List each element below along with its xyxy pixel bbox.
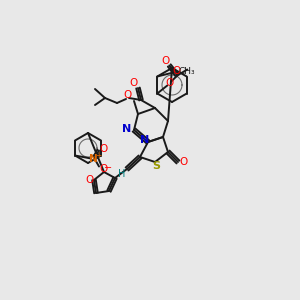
Text: CH₃: CH₃ [179, 67, 196, 76]
Text: O: O [161, 56, 170, 65]
Text: N: N [122, 124, 132, 134]
Text: O: O [85, 175, 93, 185]
Text: N: N [140, 135, 150, 145]
Text: N: N [88, 154, 98, 164]
Text: S: S [152, 161, 160, 171]
Text: O: O [99, 143, 107, 154]
Text: O: O [130, 78, 138, 88]
Text: O: O [99, 164, 107, 173]
Text: +: + [95, 151, 101, 160]
Text: O: O [179, 157, 187, 167]
Text: H: H [118, 169, 126, 179]
Text: −: − [104, 164, 112, 173]
Text: O: O [172, 67, 180, 76]
Text: O: O [165, 79, 173, 88]
Text: O: O [123, 90, 131, 100]
